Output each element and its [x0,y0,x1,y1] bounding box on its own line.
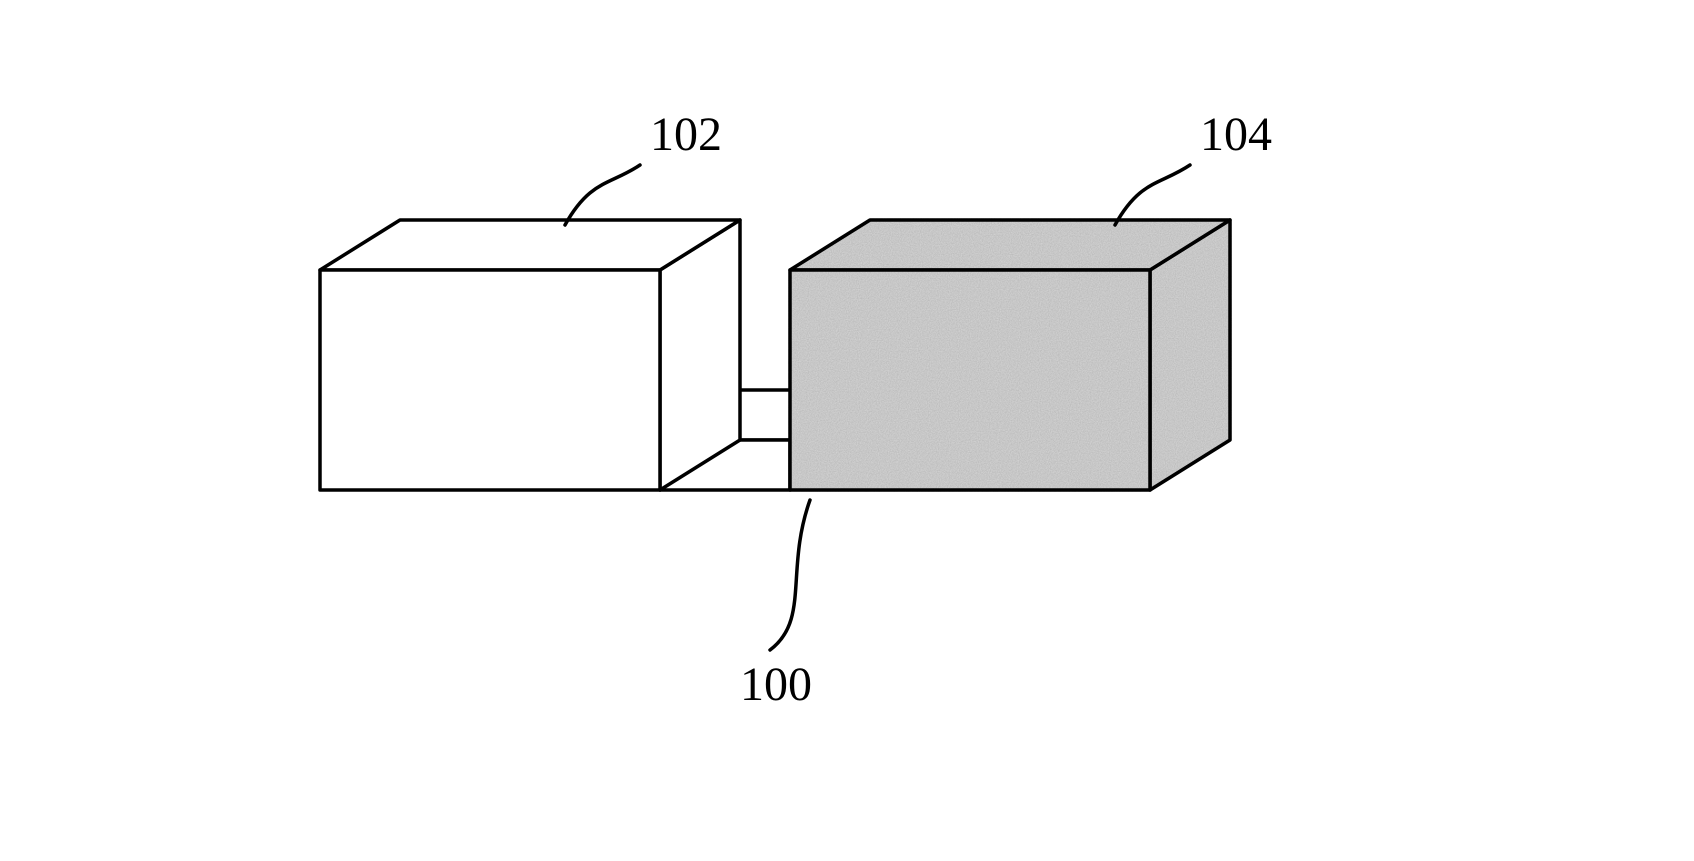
ref-label-100: 100 [740,658,812,711]
ref-label-104: 104 [1200,108,1272,161]
ref-label-102: 102 [650,108,722,161]
